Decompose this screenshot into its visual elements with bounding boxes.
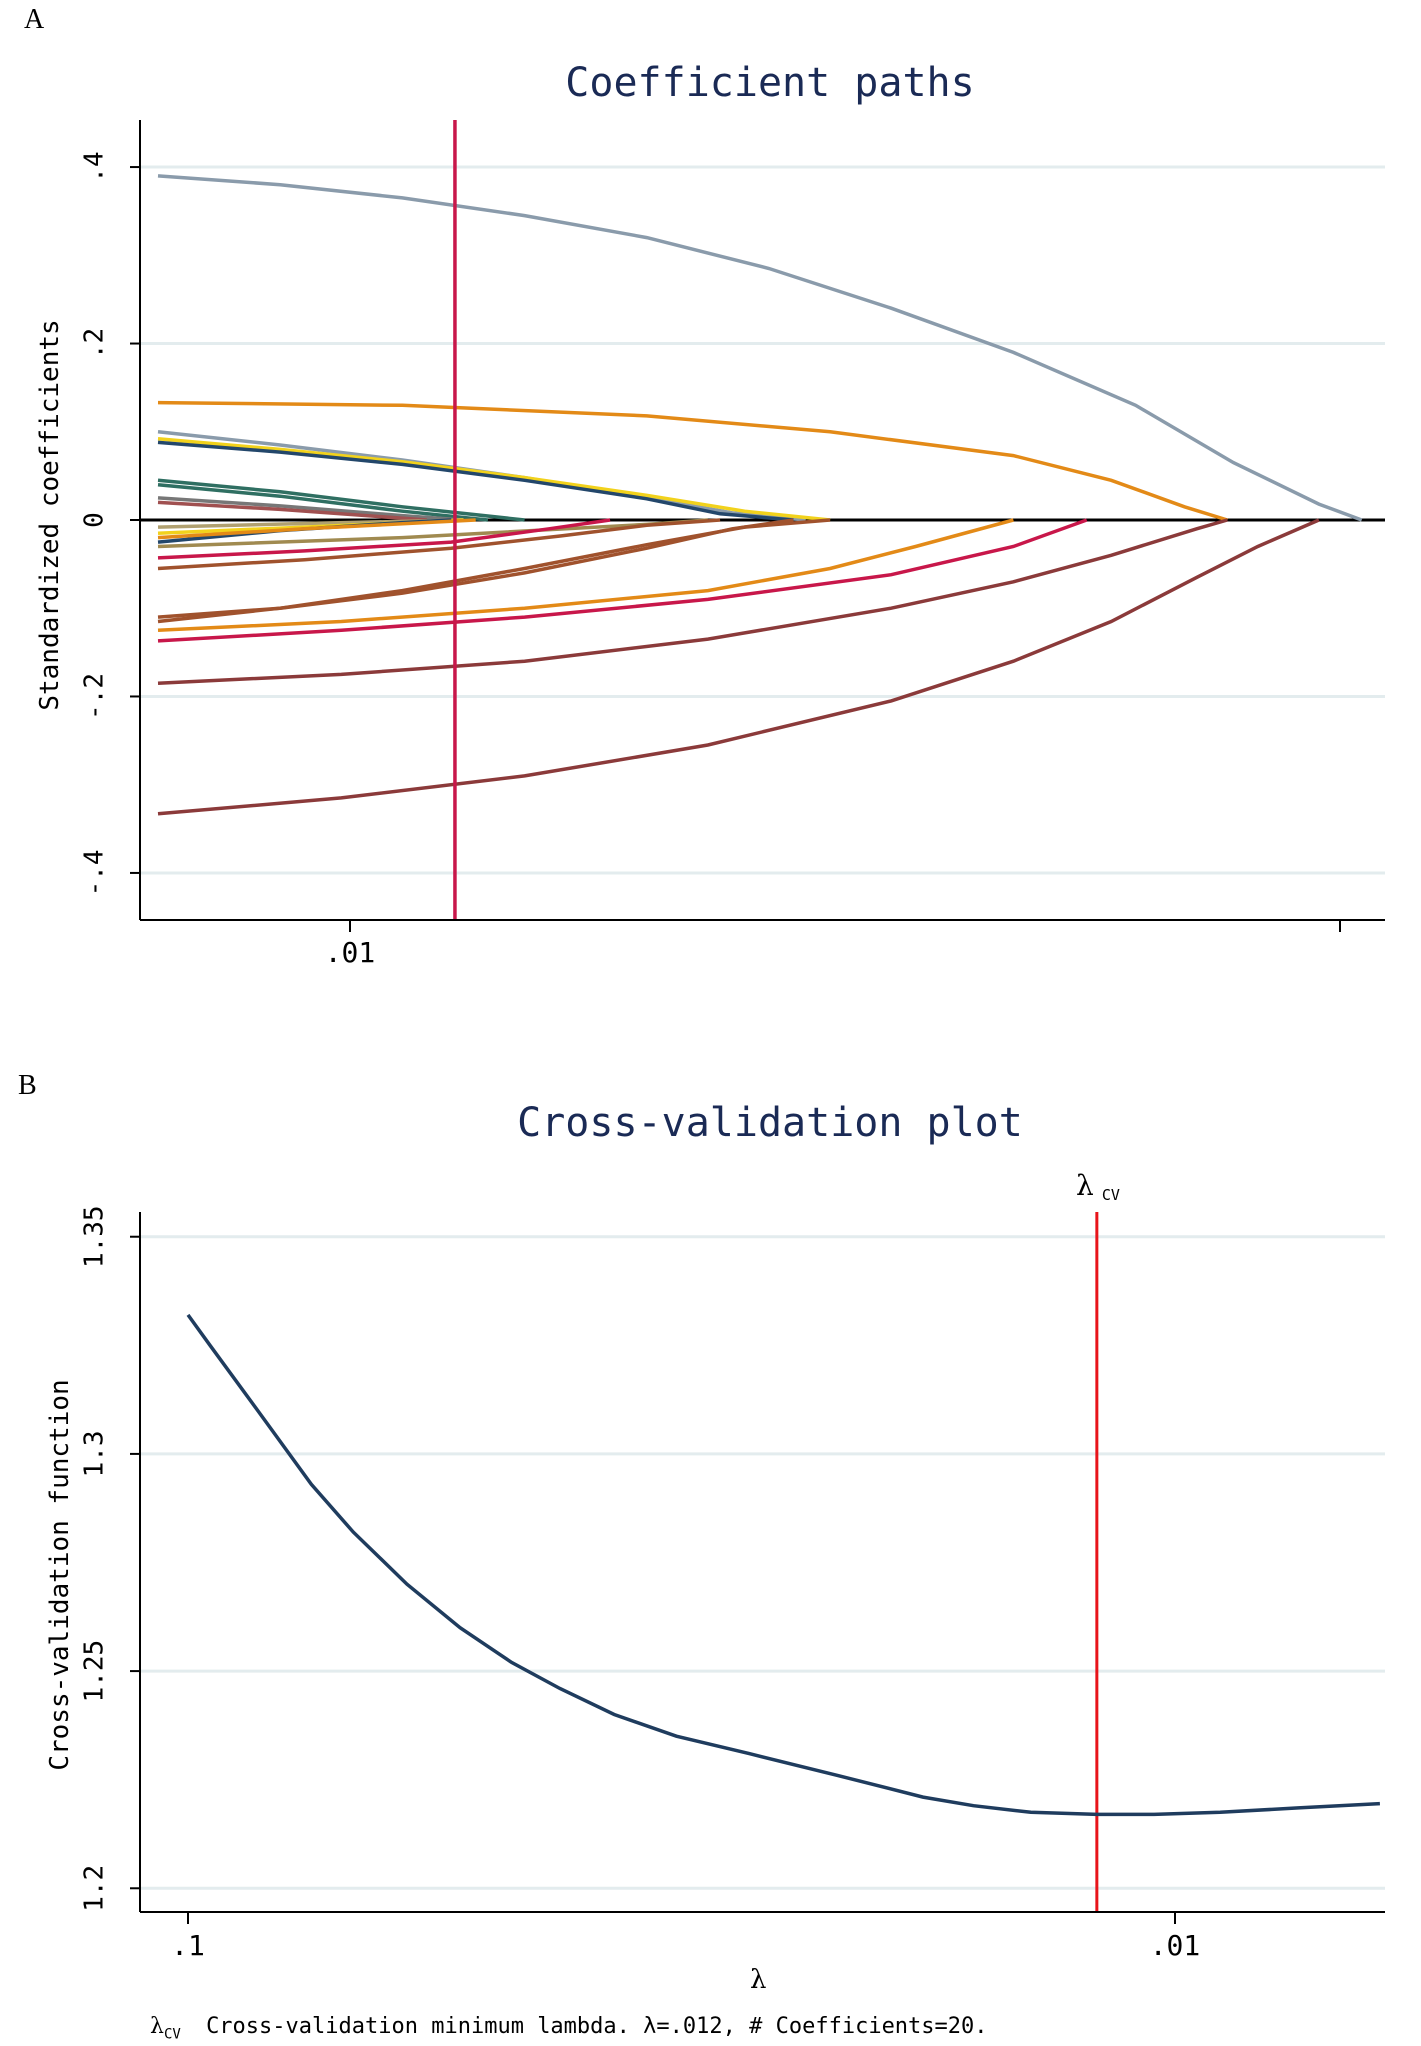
- chart-b-title: Cross-validation plot: [517, 1100, 1023, 1146]
- y-tick-label: 1.25: [80, 1640, 110, 1703]
- y-tick-label: 0: [80, 512, 110, 528]
- y-tick-label: 1.35: [80, 1205, 110, 1268]
- coefficient-path-7: [157, 482, 489, 522]
- coefficient-path-18: [157, 518, 831, 624]
- footnote: λCV Cross-validation minimum lambda. λ=.…: [150, 2014, 988, 2042]
- y-tick-label: .2: [80, 328, 110, 359]
- panel-b-label: B: [18, 1070, 37, 1101]
- chart-b-xlabel: λ: [750, 1965, 767, 1995]
- coefficient-path-22: [157, 518, 1320, 816]
- panel-a-label: A: [24, 4, 45, 35]
- coefficient-path-19: [157, 518, 1014, 633]
- coefficient-path-6: [157, 478, 525, 522]
- coefficient-path-15: [157, 518, 611, 560]
- footnote-text: Cross-validation minimum lambda. λ=.012,…: [206, 2014, 988, 2039]
- cv-curve: [186, 1313, 1380, 1817]
- coefficient-path-16: [157, 518, 721, 571]
- x-tick-label: .1: [171, 1929, 205, 1962]
- chart-a-title: Coefficient paths: [565, 60, 975, 106]
- footnote-symbol-sub: CV: [163, 2026, 181, 2043]
- y-tick-label: 1.2: [80, 1865, 110, 1912]
- coefficient-paths-chart: .4 .2 0 -.2 -.4 .01: [80, 120, 1385, 969]
- coefficient-path-1: [157, 174, 1363, 522]
- coefficient-path-13: [157, 518, 476, 540]
- coefficient-path-21: [157, 518, 1228, 685]
- coefficient-path-5: [157, 440, 794, 522]
- y-tick-label: .4: [80, 151, 110, 182]
- lambda-cv-label: λ: [1076, 1169, 1094, 1202]
- y-tick-label: -.2: [80, 673, 110, 720]
- footnote-symbol: λ: [150, 2014, 164, 2039]
- x-tick-label: .01: [325, 936, 376, 969]
- y-tick-label: -.4: [80, 849, 110, 896]
- coefficient-path-2: [157, 400, 1228, 522]
- y-tick-label: 1.3: [80, 1430, 110, 1477]
- coefficient-path-20: [157, 518, 1088, 643]
- coefficient-path-4: [157, 437, 831, 522]
- x-tick-label: .01: [1150, 1929, 1201, 1962]
- coefficient-path-9: [157, 500, 427, 522]
- lambda-cv-label-sub: CV: [1102, 1186, 1120, 1204]
- coefficient-path-8: [157, 496, 464, 522]
